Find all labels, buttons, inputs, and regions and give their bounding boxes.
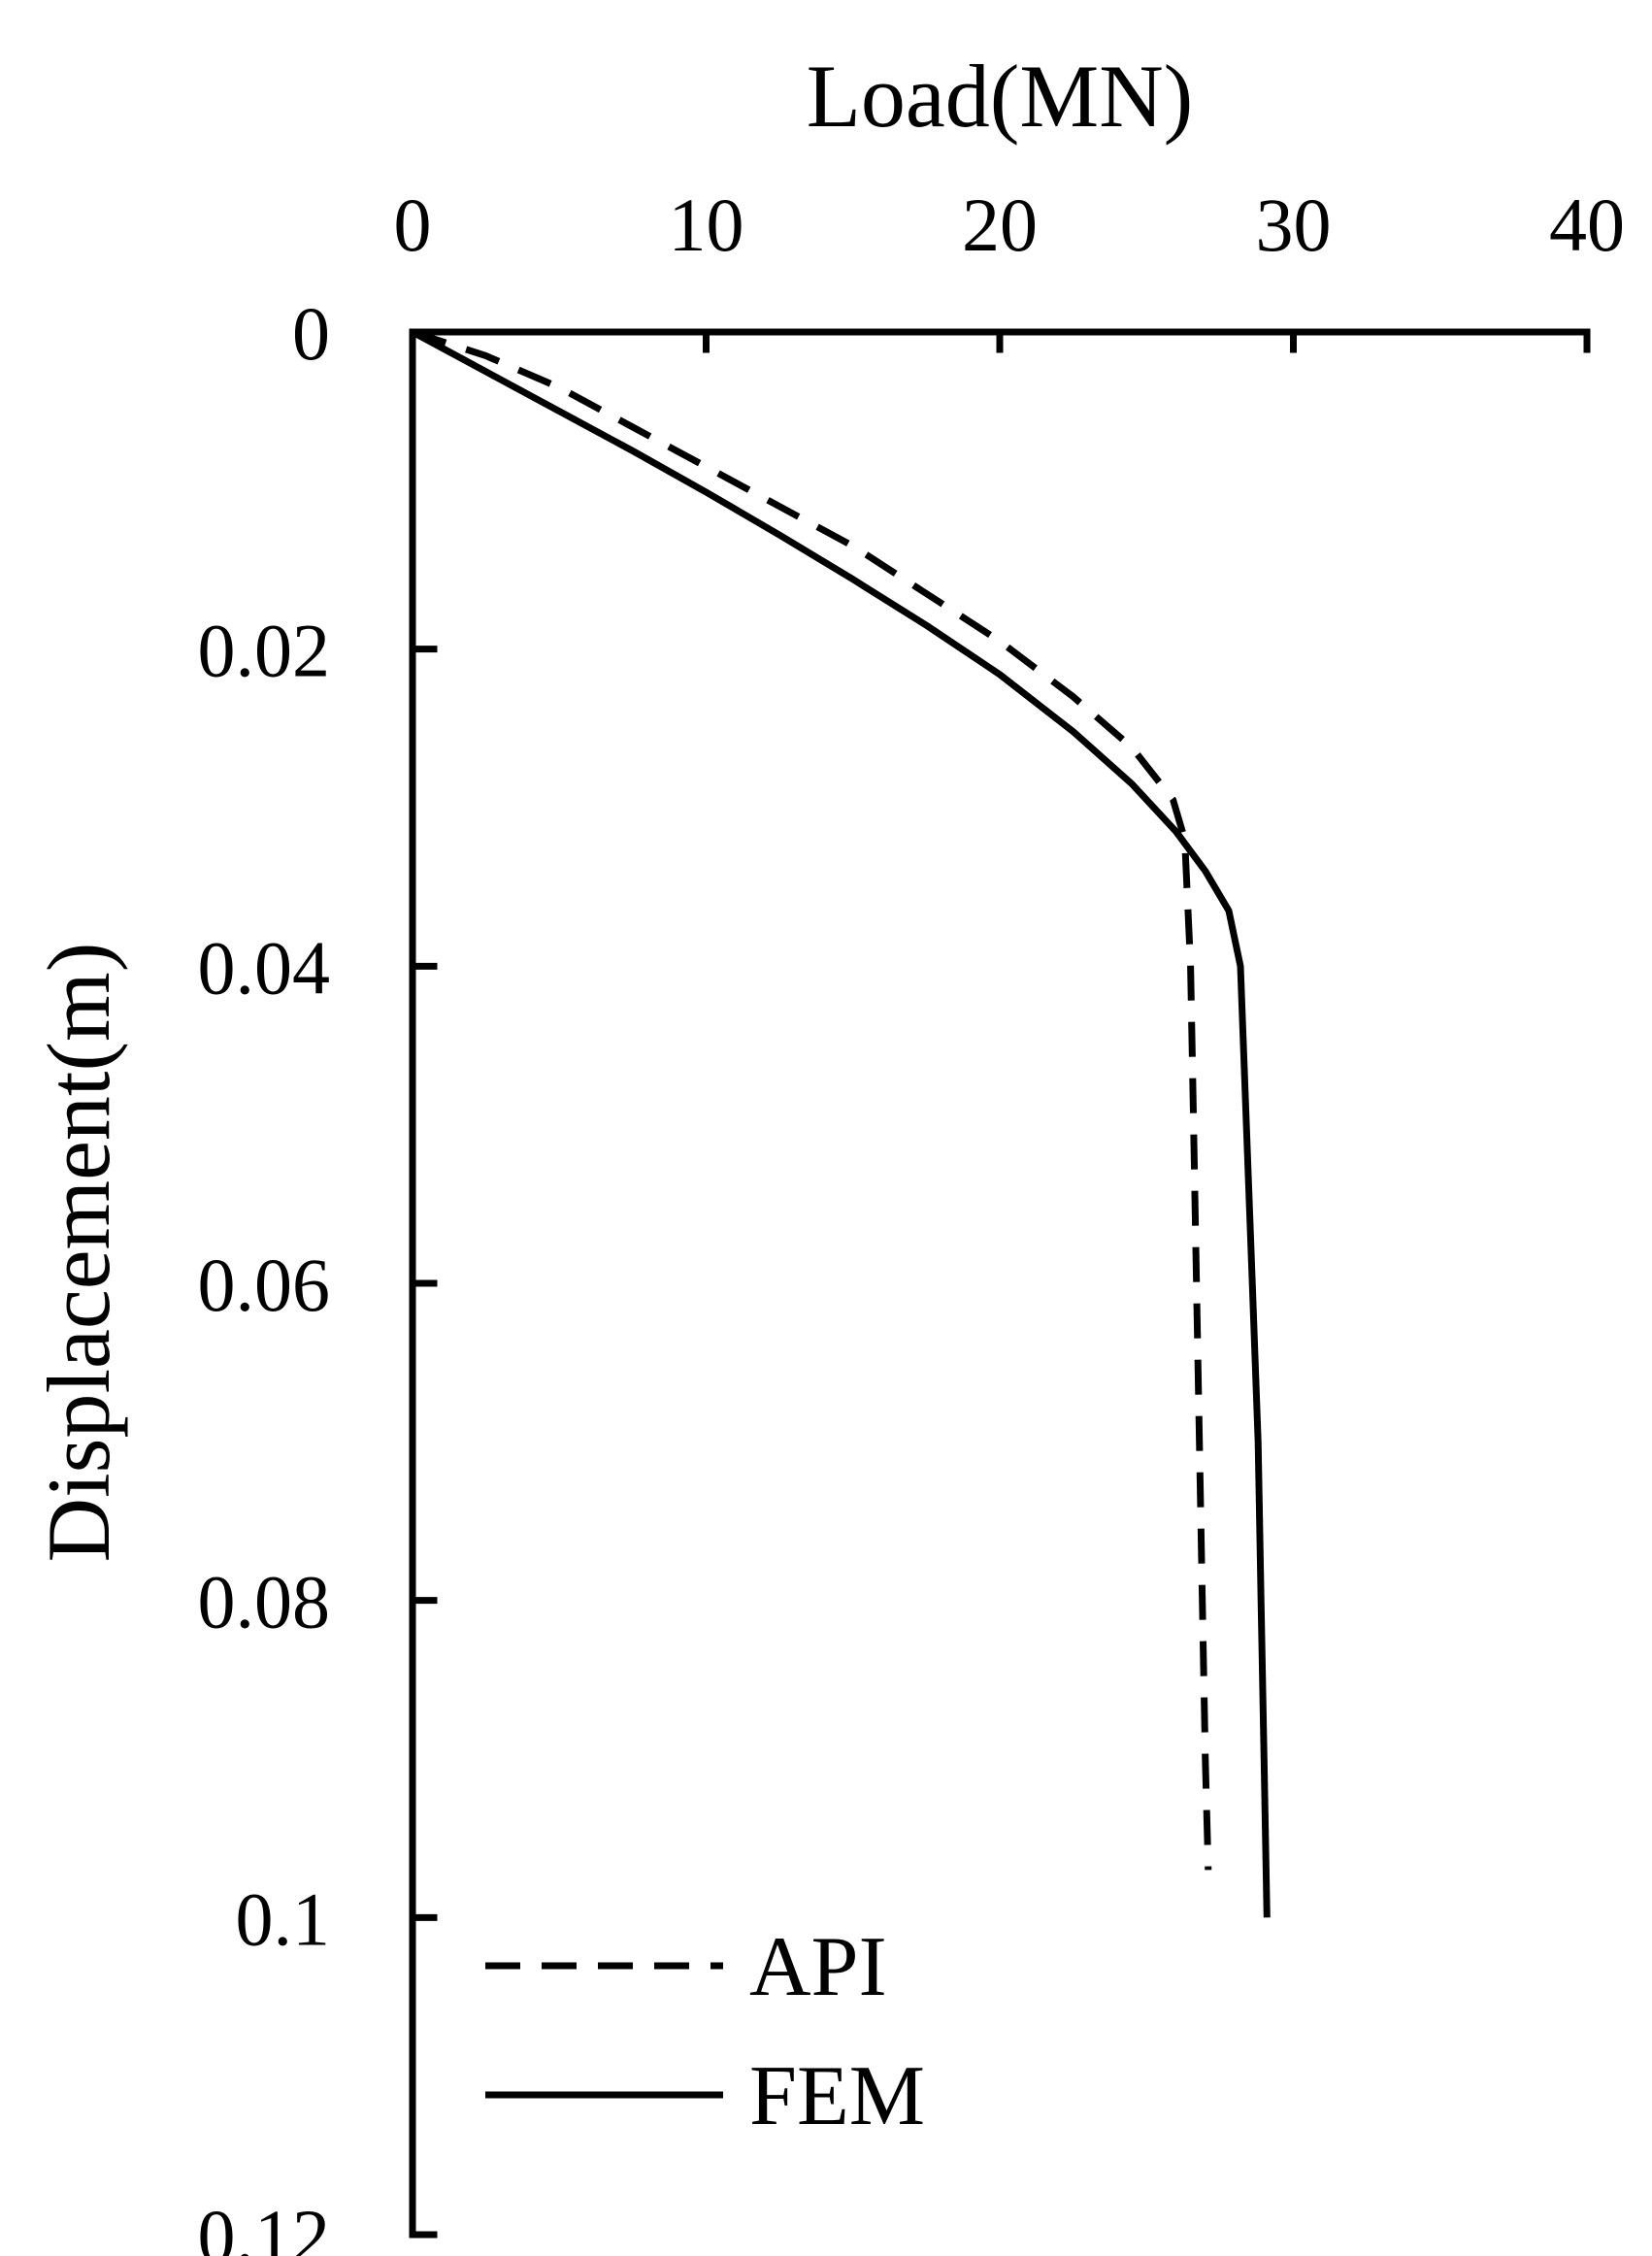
y-tick-label: 0.02 (198, 609, 331, 693)
x-tick-label: 30 (1256, 182, 1332, 267)
y-tick-label: 0.08 (198, 1560, 331, 1644)
x-tick-label: 10 (669, 182, 744, 267)
y-axis-label: Displacement(m) (29, 943, 128, 1563)
legend: API FEM (485, 1920, 925, 2143)
series-line-api (411, 328, 1212, 1871)
y-tick-label: 0.04 (198, 925, 331, 1010)
legend-label-fem: FEM (749, 2049, 925, 2143)
series-layer (411, 328, 1271, 1918)
legend-label-api: API (749, 1920, 887, 2014)
y-tick-label: 0 (292, 291, 330, 376)
y-tick-label: 0.06 (198, 1243, 331, 1327)
y-tick-label: 0.1 (236, 1876, 331, 1961)
x-tick-label: 40 (1549, 182, 1625, 267)
x-axis-label: Load(MN) (807, 47, 1194, 146)
x-tick-label: 20 (962, 182, 1038, 267)
series-line-fem (411, 328, 1271, 1918)
axes-layer: 0 10 20 30 40 Load(MN) 0 0.02 0.04 0.06 0.08 0.1 0.1… (29, 47, 1625, 2256)
x-tick-label: 0 (394, 182, 432, 267)
y-tick-label: 0.12 (198, 2194, 331, 2256)
